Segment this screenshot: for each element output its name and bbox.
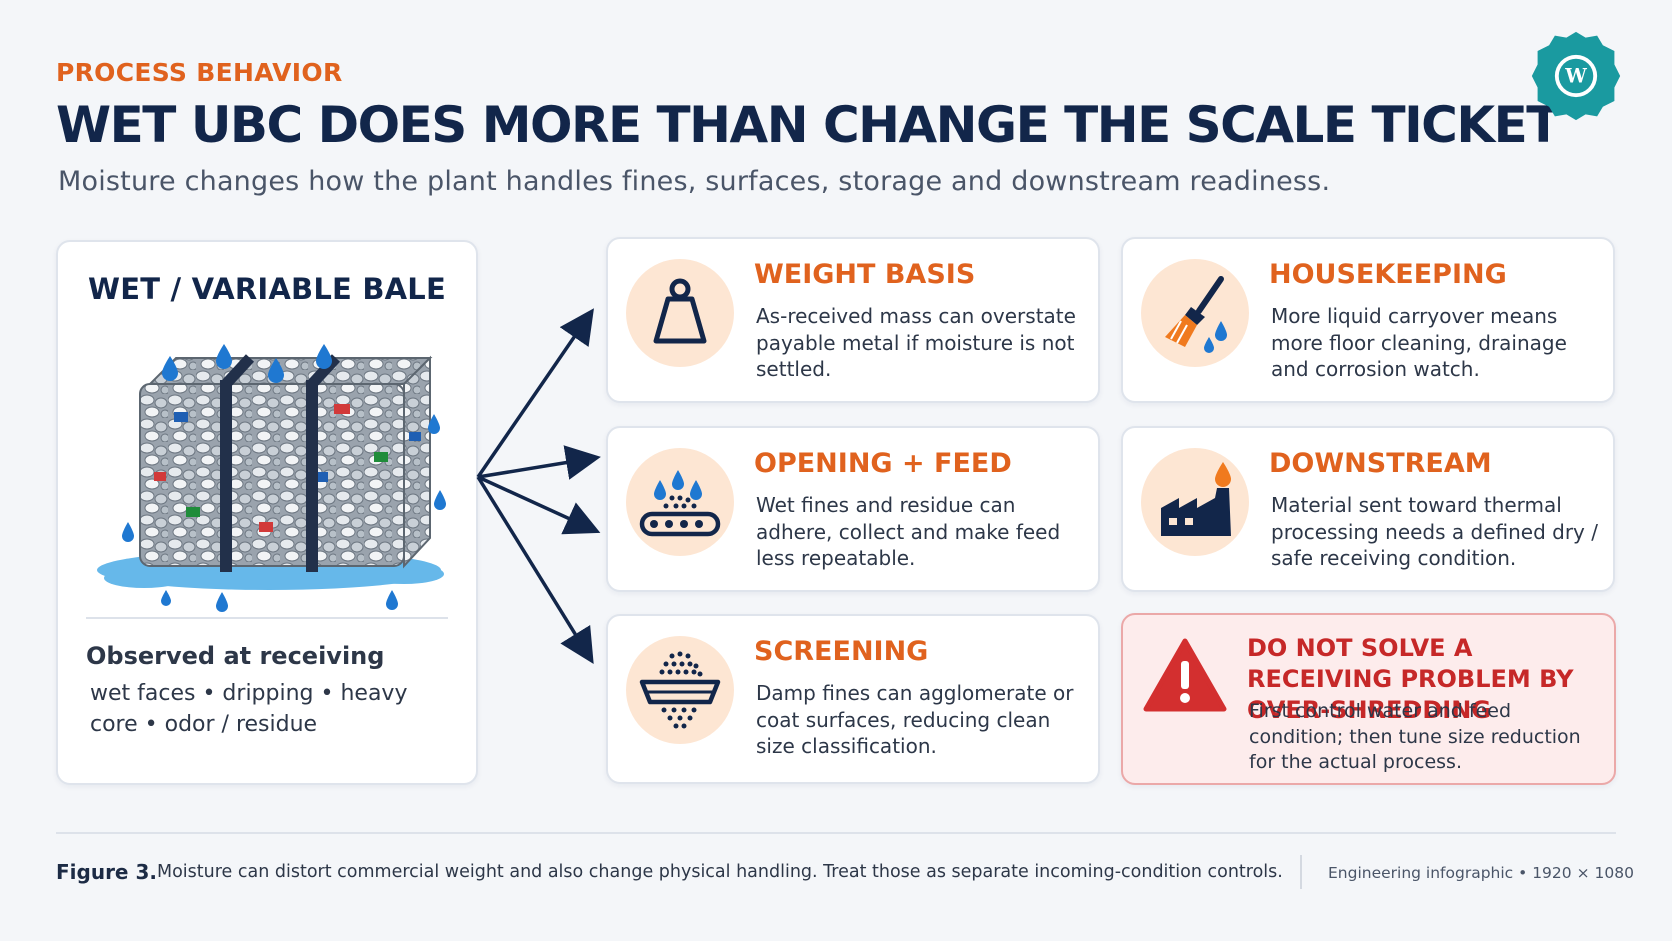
fan-out-arrows bbox=[476, 308, 601, 664]
arrow-to-screening bbox=[476, 476, 594, 664]
footer-divider bbox=[56, 832, 1616, 834]
card-screening: SCREENING Damp fines can agglomerate or … bbox=[606, 614, 1100, 784]
card-title: WEIGHT BASIS bbox=[754, 259, 976, 290]
svg-text:W: W bbox=[1564, 65, 1587, 88]
figure-label: Figure 3. bbox=[56, 860, 157, 884]
card-text: Wet fines and residue can adhere, collec… bbox=[756, 493, 1061, 570]
gear-w-logo: W bbox=[1531, 31, 1621, 121]
page-subtitle: Moisture changes how the plant handles f… bbox=[58, 166, 1331, 197]
arrow-to-opening-feed-lower bbox=[477, 475, 601, 535]
card-title: DOWNSTREAM bbox=[1269, 448, 1492, 479]
bale-title: WET / VARIABLE BALE bbox=[88, 272, 446, 306]
card-weight-basis: WEIGHT BASIS As-received mass can overst… bbox=[606, 237, 1100, 403]
screen-icon bbox=[626, 636, 734, 744]
card-text: Damp fines can agglomerate or coat surfa… bbox=[756, 681, 1074, 758]
warning-icon bbox=[1143, 638, 1227, 712]
bale-card: WET / VARIABLE BALE bbox=[56, 240, 478, 785]
broom-icon bbox=[1141, 259, 1249, 367]
warning-card: DO NOT SOLVE A RECEIVING PROBLEM BY OVER… bbox=[1121, 613, 1616, 785]
footer-separator bbox=[1300, 855, 1302, 889]
eyebrow-label: PROCESS BEHAVIOR bbox=[56, 58, 343, 87]
bale-divider bbox=[86, 617, 448, 619]
conveyor-icon bbox=[626, 448, 734, 556]
card-text: Material sent toward thermal processing … bbox=[1271, 493, 1598, 570]
weight-icon bbox=[626, 259, 734, 367]
card-text: More liquid carryover means more floor c… bbox=[1271, 304, 1567, 381]
factory-icon bbox=[1141, 448, 1249, 556]
card-housekeeping: HOUSEKEEPING More liquid carryover means… bbox=[1121, 237, 1615, 403]
card-downstream: DOWNSTREAM Material sent toward thermal … bbox=[1121, 426, 1615, 592]
warning-text: First control water and feed condition; … bbox=[1249, 700, 1581, 773]
arrow-to-weight-basis bbox=[476, 308, 594, 478]
observed-text: wet faces • dripping • heavy core • odor… bbox=[90, 681, 408, 737]
card-text: As-received mass can overstate payable m… bbox=[756, 304, 1076, 381]
card-opening-feed: OPENING + FEED Wet fines and residue can… bbox=[606, 426, 1100, 592]
figure-caption: Moisture can distort commercial weight a… bbox=[157, 862, 1283, 882]
warning-title: DO NOT SOLVE A RECEIVING PROBLEM BY OVER… bbox=[1247, 634, 1574, 724]
card-title: HOUSEKEEPING bbox=[1269, 259, 1507, 290]
card-title: OPENING + FEED bbox=[754, 448, 1012, 479]
page-title: WET UBC DOES MORE THAN CHANGE THE SCALE … bbox=[56, 96, 1560, 154]
card-title: SCREENING bbox=[754, 636, 929, 667]
arrow-to-opening-feed bbox=[477, 445, 601, 480]
observed-title: Observed at receiving bbox=[86, 642, 385, 670]
footer-meta: Engineering infographic • 1920 × 1080 bbox=[1328, 864, 1634, 882]
wet-bale-illustration bbox=[97, 344, 446, 612]
